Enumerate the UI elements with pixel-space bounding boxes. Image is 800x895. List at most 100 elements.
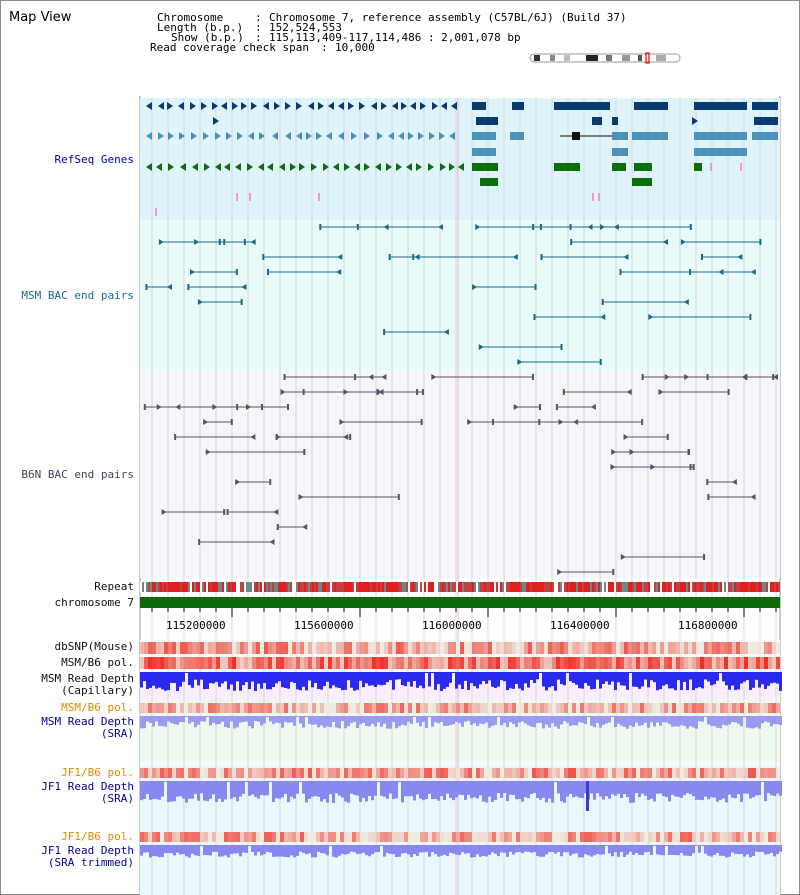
read-depth-bar	[284, 672, 287, 689]
read-depth-bar	[371, 781, 374, 801]
repeat-mark	[346, 582, 348, 592]
chromosome-ideogram[interactable]	[528, 52, 684, 64]
gene-block	[612, 117, 618, 125]
read-depth-bar	[743, 672, 746, 682]
track-label-msm-bac[interactable]: MSM BAC end pairs	[21, 289, 134, 302]
repeat-mark	[338, 582, 340, 592]
polymorphism-mark	[212, 657, 216, 669]
repeat-mark	[554, 582, 556, 592]
polymorphism-mark	[264, 832, 268, 842]
gene-arrow	[392, 102, 398, 110]
polymorphism-mark	[164, 657, 168, 669]
repeat-mark	[390, 582, 392, 592]
read-depth-bar	[665, 845, 668, 846]
read-depth-bar	[488, 716, 491, 728]
read-depth-bar	[665, 672, 668, 685]
read-depth-bar	[266, 716, 269, 717]
polymorphism-mark	[644, 832, 648, 842]
polymorphism-mark	[240, 657, 244, 669]
bac-pair-end	[262, 254, 265, 260]
repeat-mark	[446, 582, 448, 592]
repeat-mark	[494, 582, 496, 592]
polymorphism-mark	[332, 703, 336, 713]
polymorphism-mark	[764, 657, 768, 669]
read-depth-bar	[668, 716, 671, 725]
read-depth-bar	[251, 716, 254, 729]
read-depth-bar	[155, 845, 158, 857]
read-depth-bar	[584, 845, 587, 855]
bac-pair-end	[557, 569, 563, 575]
gene-arrow	[296, 132, 302, 140]
read-depth-bar	[191, 716, 194, 722]
gene-arrow	[440, 163, 446, 171]
read-depth-bar	[422, 781, 425, 801]
polymorphism-mark	[216, 703, 220, 713]
polymorphism-mark	[692, 832, 696, 842]
polymorphism-mark	[612, 768, 616, 778]
polymorphism-mark	[148, 768, 152, 778]
polymorphism-mark	[708, 642, 712, 654]
read-depth-bar	[191, 845, 194, 854]
polymorphism-mark	[316, 657, 320, 669]
bac-pair-end	[759, 239, 762, 245]
polymorphism-mark	[428, 703, 432, 713]
polymorphism-mark	[384, 642, 388, 654]
read-depth-bar	[557, 716, 560, 729]
repeat-mark	[340, 582, 342, 592]
repeat-mark	[394, 582, 396, 592]
read-depth-bar	[356, 845, 359, 855]
repeat-mark	[636, 582, 638, 592]
track-label-b6n-bac[interactable]: B6N BAC end pairs	[21, 468, 134, 481]
polymorphism-mark	[680, 642, 684, 654]
read-depth-bar	[179, 845, 182, 855]
read-depth-bar	[665, 716, 668, 723]
polymorphism-mark	[192, 832, 196, 842]
repeat-mark	[740, 582, 742, 592]
polymorphism-mark	[684, 832, 688, 842]
read-depth-bar	[374, 672, 377, 688]
polymorphism-mark	[776, 768, 780, 778]
polymorphism-mark	[280, 657, 284, 669]
read-depth-bar	[560, 716, 563, 725]
gene-block	[634, 102, 668, 110]
polymorphism-mark	[448, 657, 452, 669]
gene-arrow	[235, 163, 241, 171]
polymorphism-mark	[612, 832, 616, 842]
read-depth-bar	[197, 781, 200, 801]
read-depth-bar	[383, 781, 386, 797]
polymorphism-mark	[660, 832, 664, 842]
repeat-mark	[408, 582, 410, 592]
read-depth-bar	[586, 781, 589, 811]
axis-tick-label: 116800000	[678, 619, 738, 632]
repeat-mark	[196, 582, 198, 592]
polymorphism-mark	[208, 642, 212, 654]
polymorphism-mark	[468, 768, 472, 778]
bac-pair-end	[620, 554, 626, 560]
polymorphism-mark	[292, 657, 296, 669]
read-depth-bar	[536, 845, 539, 856]
read-depth-bar	[518, 672, 521, 689]
repeat-mark	[728, 582, 730, 592]
polymorphism-mark	[376, 657, 380, 669]
polymorphism-mark	[540, 832, 544, 842]
repeat-mark	[258, 582, 260, 592]
polymorphism-mark	[152, 768, 156, 778]
polymorphism-mark	[244, 657, 248, 669]
read-depth-bar	[272, 845, 275, 857]
polymorphism-mark	[536, 657, 540, 669]
polymorphism-mark	[576, 703, 580, 713]
read-depth-bar	[671, 845, 674, 855]
read-depth-bar	[389, 716, 392, 729]
bac-pair-end	[684, 374, 690, 380]
read-depth-bar	[362, 781, 365, 798]
repeat-mark	[562, 582, 564, 592]
track-label-refseq-genes[interactable]: RefSeq Genes	[54, 153, 134, 166]
read-depth-bar	[191, 781, 194, 799]
polymorphism-mark	[748, 768, 752, 778]
read-depth-bar	[509, 716, 512, 723]
polymorphism-mark	[492, 832, 496, 842]
polymorphism-mark	[672, 642, 676, 654]
read-depth-bar	[359, 845, 362, 854]
read-depth-bar	[239, 845, 242, 857]
